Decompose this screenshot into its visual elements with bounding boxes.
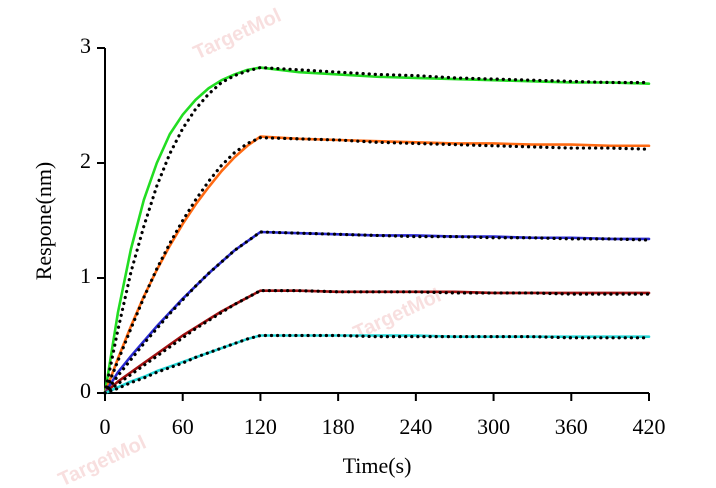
y-tick-label: 2	[80, 148, 91, 173]
fit-line	[103, 230, 651, 395]
fit-line	[103, 65, 651, 395]
data-line	[103, 135, 651, 395]
data-line	[103, 334, 651, 395]
x-tick-label: 420	[633, 414, 666, 439]
x-tick-label: 120	[244, 414, 277, 439]
watermark: TargetMol	[55, 432, 150, 488]
y-tick-label: 3	[80, 33, 91, 58]
y-tick-label: 0	[80, 378, 91, 403]
x-tick-label: 0	[100, 414, 111, 439]
watermark: TargetMol	[190, 5, 285, 65]
x-tick-label: 180	[322, 414, 355, 439]
fit-line	[103, 289, 651, 395]
x-tick-label: 240	[399, 414, 432, 439]
x-tick-label: 60	[172, 414, 194, 439]
x-tick-label: 300	[477, 414, 510, 439]
data-line	[103, 66, 651, 395]
y-axis-label: Respone(nm)	[31, 162, 56, 281]
y-tick-label: 1	[80, 263, 91, 288]
fit-line	[103, 136, 651, 395]
x-axis-label: Time(s)	[343, 453, 412, 478]
fit-line	[103, 333, 651, 395]
x-tick-label: 360	[555, 414, 588, 439]
data-line	[103, 289, 651, 395]
